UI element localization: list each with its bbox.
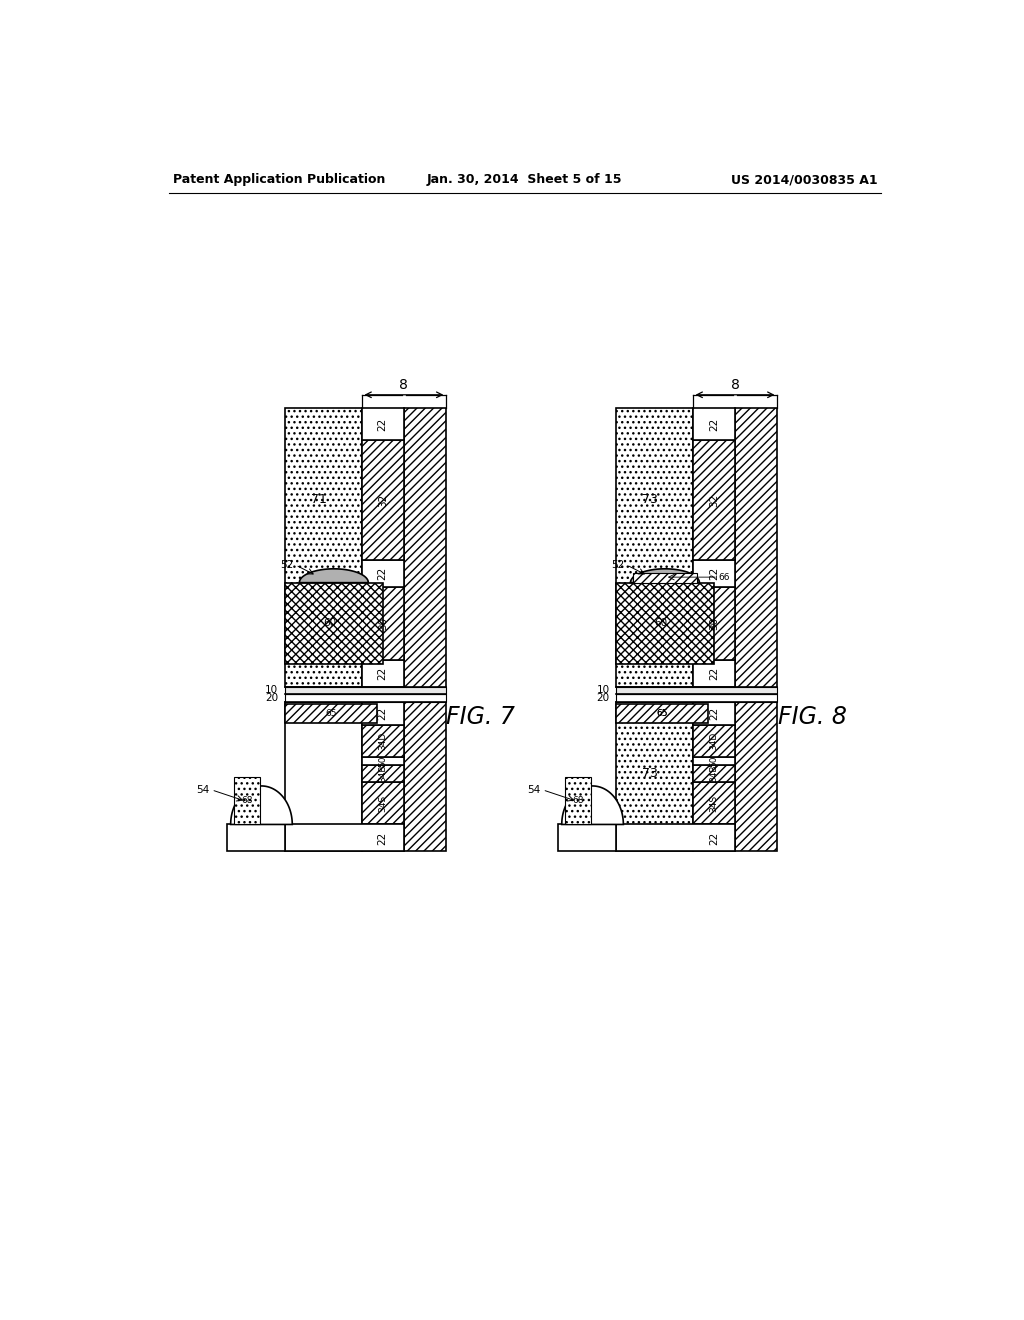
Text: 32: 32 — [378, 494, 388, 507]
Text: 54: 54 — [196, 785, 209, 795]
Text: 10: 10 — [596, 685, 609, 696]
Bar — [615, 825, 735, 851]
Text: 71: 71 — [311, 494, 327, 507]
Text: FIG. 7: FIG. 7 — [446, 705, 515, 730]
Bar — [735, 408, 777, 851]
Text: 22: 22 — [709, 417, 719, 430]
Bar — [565, 777, 591, 825]
Text: 22: 22 — [378, 832, 388, 845]
Text: 50: 50 — [378, 755, 387, 767]
Text: 34B: 34B — [710, 764, 718, 783]
Polygon shape — [230, 785, 292, 825]
Text: 22: 22 — [378, 566, 388, 579]
Text: 34S: 34S — [378, 795, 387, 812]
Bar — [692, 758, 735, 766]
Bar — [692, 408, 735, 441]
Bar — [226, 825, 285, 851]
Bar — [615, 694, 777, 702]
Bar — [361, 702, 403, 725]
Text: 8: 8 — [399, 378, 409, 392]
Text: 54: 54 — [527, 785, 541, 795]
Polygon shape — [562, 785, 624, 825]
Bar — [558, 825, 615, 851]
Text: 65: 65 — [656, 709, 668, 718]
Text: US 2014/0030835 A1: US 2014/0030835 A1 — [731, 173, 878, 186]
Bar — [285, 704, 377, 723]
Bar — [692, 560, 735, 586]
Text: 30: 30 — [709, 616, 719, 630]
Text: 22: 22 — [378, 667, 388, 680]
Text: 34S: 34S — [710, 795, 718, 812]
Text: 22: 22 — [709, 708, 719, 721]
Bar — [361, 586, 403, 660]
Text: 65: 65 — [325, 709, 337, 718]
Bar — [403, 408, 446, 851]
Bar — [285, 686, 446, 694]
Bar — [692, 781, 735, 825]
Text: 30: 30 — [378, 616, 388, 630]
Text: 34D: 34D — [378, 733, 387, 750]
Bar — [361, 660, 403, 686]
Bar — [285, 694, 446, 702]
Bar — [361, 825, 403, 851]
Text: Patent Application Publication: Patent Application Publication — [173, 173, 385, 186]
Text: 66: 66 — [718, 573, 729, 582]
Bar — [285, 582, 383, 664]
Bar — [361, 758, 403, 766]
Polygon shape — [299, 569, 369, 582]
Text: 10: 10 — [265, 685, 279, 696]
Bar — [615, 582, 714, 664]
Bar — [233, 777, 260, 825]
Bar — [615, 704, 708, 723]
Bar — [285, 408, 361, 686]
Bar — [361, 408, 403, 441]
Text: 22: 22 — [709, 832, 719, 845]
Text: 73: 73 — [642, 767, 658, 780]
Bar — [361, 441, 403, 560]
Text: FIG. 8: FIG. 8 — [777, 705, 847, 730]
Polygon shape — [631, 569, 699, 582]
Text: 52: 52 — [280, 560, 293, 570]
Bar — [361, 725, 403, 758]
Text: 22: 22 — [378, 708, 388, 721]
Text: 32: 32 — [709, 494, 719, 507]
Text: 68: 68 — [241, 796, 253, 805]
Text: 60: 60 — [654, 618, 668, 628]
Bar — [692, 702, 735, 725]
Text: 8: 8 — [730, 378, 739, 392]
Text: 20: 20 — [265, 693, 279, 704]
Text: 34B: 34B — [378, 764, 387, 783]
Text: 50: 50 — [710, 755, 718, 767]
Bar — [615, 408, 692, 686]
Bar — [615, 702, 692, 851]
Text: 20: 20 — [596, 693, 609, 704]
Text: 73: 73 — [642, 494, 658, 507]
Text: 60: 60 — [324, 618, 337, 628]
Bar — [692, 725, 735, 758]
Text: 22: 22 — [709, 566, 719, 579]
Text: 68: 68 — [572, 796, 584, 805]
Bar — [692, 441, 735, 560]
Bar — [285, 702, 361, 851]
Bar — [692, 825, 735, 851]
Text: 65: 65 — [656, 709, 668, 718]
Bar — [633, 573, 697, 582]
Bar — [285, 825, 403, 851]
Text: Jan. 30, 2014  Sheet 5 of 15: Jan. 30, 2014 Sheet 5 of 15 — [427, 173, 623, 186]
Text: 22: 22 — [378, 417, 388, 430]
Text: 52: 52 — [611, 560, 625, 570]
Bar — [692, 586, 735, 660]
Text: 22: 22 — [709, 667, 719, 680]
Text: 34D: 34D — [710, 733, 718, 750]
Bar — [692, 660, 735, 686]
Bar — [615, 686, 777, 694]
Bar — [361, 560, 403, 586]
Bar — [361, 766, 403, 781]
Bar — [692, 766, 735, 781]
Bar — [361, 781, 403, 825]
